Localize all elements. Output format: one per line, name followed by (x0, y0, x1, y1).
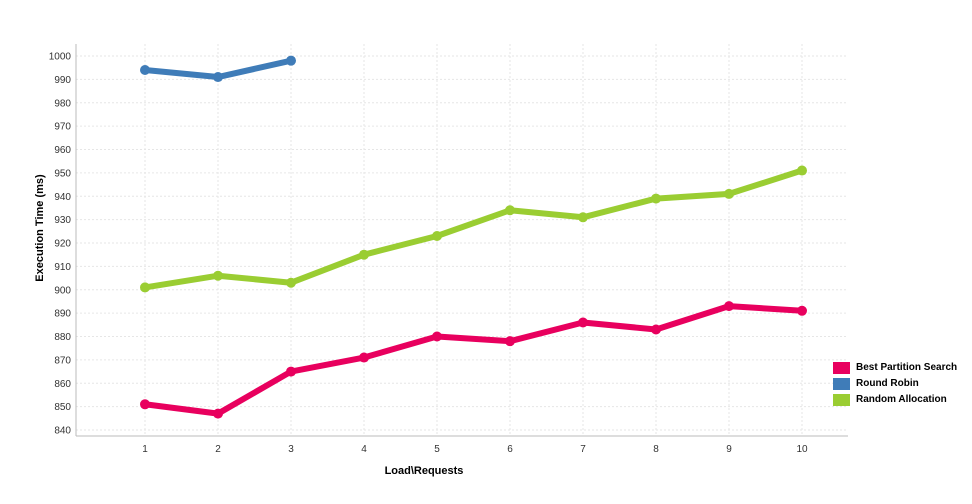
series-random-allocation (140, 165, 807, 293)
x-tick-labels: 1 2 3 4 5 6 7 8 9 10 (142, 444, 808, 455)
data-point-best-partition-search-10 (797, 305, 807, 316)
data-point-random-allocation-6 (505, 205, 515, 216)
legend-item-best-partition-search: Best Partition Search (833, 360, 957, 375)
data-point-best-partition-search-8 (651, 324, 661, 335)
y-tick-label-900: 900 (54, 285, 71, 296)
data-point-best-partition-search-9 (724, 301, 734, 312)
y-tick-label-990: 990 (54, 75, 71, 86)
data-point-random-allocation-9 (724, 188, 734, 199)
x-tick-label-2: 2 (215, 444, 221, 455)
x-tick-label-10: 10 (796, 444, 808, 455)
grid-lines (76, 44, 848, 436)
data-point-random-allocation-7 (578, 212, 588, 223)
x-tick-label-7: 7 (580, 444, 586, 455)
y-tick-label-950: 950 (54, 168, 71, 179)
x-tick-label-9: 9 (726, 444, 732, 455)
legend-label-random-allocation: Random Allocation (856, 394, 947, 405)
y-tick-label-840: 840 (54, 426, 71, 437)
legend-label-round-robin: Round Robin (856, 378, 919, 389)
y-tick-label-870: 870 (54, 355, 71, 366)
data-point-best-partition-search-2 (213, 408, 223, 419)
y-tick-label-930: 930 (54, 215, 71, 226)
y-tick-label-850: 850 (54, 402, 71, 413)
y-tick-label-970: 970 (54, 122, 71, 133)
data-point-random-allocation-4 (359, 249, 369, 260)
data-point-round-robin-1 (140, 65, 150, 76)
y-tick-label-910: 910 (54, 262, 71, 273)
legend-item-random-allocation: Random Allocation (833, 392, 957, 407)
legend: Best Partition Search Round Robin Random… (833, 360, 957, 408)
y-tick-label-890: 890 (54, 309, 71, 320)
series-line-best-partition-search (142, 303, 805, 417)
x-tick-label-4: 4 (361, 444, 367, 455)
data-point-best-partition-search-4 (359, 352, 369, 363)
x-axis-title: Load\Requests (385, 465, 464, 477)
x-tick-label-8: 8 (653, 444, 659, 455)
data-point-round-robin-3 (286, 55, 296, 66)
x-tick-label-6: 6 (507, 444, 513, 455)
data-point-random-allocation-5 (432, 230, 442, 241)
data-point-best-partition-search-7 (578, 317, 588, 328)
y-tick-label-860: 860 (54, 379, 71, 390)
y-tick-label-940: 940 (54, 192, 71, 203)
data-point-best-partition-search-5 (432, 331, 442, 342)
data-point-round-robin-2 (213, 72, 223, 83)
data-point-random-allocation-2 (213, 270, 223, 281)
y-tick-label-1000: 1000 (49, 52, 72, 63)
y-axis-title: Execution Time (ms) (34, 174, 46, 282)
data-point-random-allocation-1 (140, 282, 150, 293)
legend-swatch-random-allocation (833, 393, 850, 406)
y-tick-label-880: 880 (54, 332, 71, 343)
series-best-partition-search (140, 301, 807, 419)
y-tick-label-920: 920 (54, 239, 71, 250)
legend-item-round-robin: Round Robin (833, 376, 957, 391)
x-tick-label-3: 3 (288, 444, 294, 455)
legend-swatch-round-robin (833, 377, 850, 390)
data-point-best-partition-search-1 (140, 399, 150, 410)
series-layer (140, 55, 807, 419)
legend-swatch-best-partition-search (833, 361, 850, 374)
x-tick-label-1: 1 (142, 444, 148, 455)
data-point-best-partition-search-6 (505, 336, 515, 347)
y-tick-label-960: 960 (54, 145, 71, 156)
data-point-random-allocation-10 (797, 165, 807, 176)
legend-label-best-partition-search: Best Partition Search (856, 362, 958, 373)
y-tick-labels: 840 850 860 870 880 890 900 910 920 930 940 950 960 9… (49, 52, 72, 437)
data-point-random-allocation-3 (286, 277, 296, 288)
data-point-best-partition-search-3 (286, 366, 296, 377)
y-tick-label-980: 980 (54, 98, 71, 109)
series-line-random-allocation (142, 167, 805, 291)
x-tick-label-5: 5 (434, 444, 440, 455)
series-round-robin (140, 55, 296, 83)
data-point-random-allocation-8 (651, 193, 661, 204)
